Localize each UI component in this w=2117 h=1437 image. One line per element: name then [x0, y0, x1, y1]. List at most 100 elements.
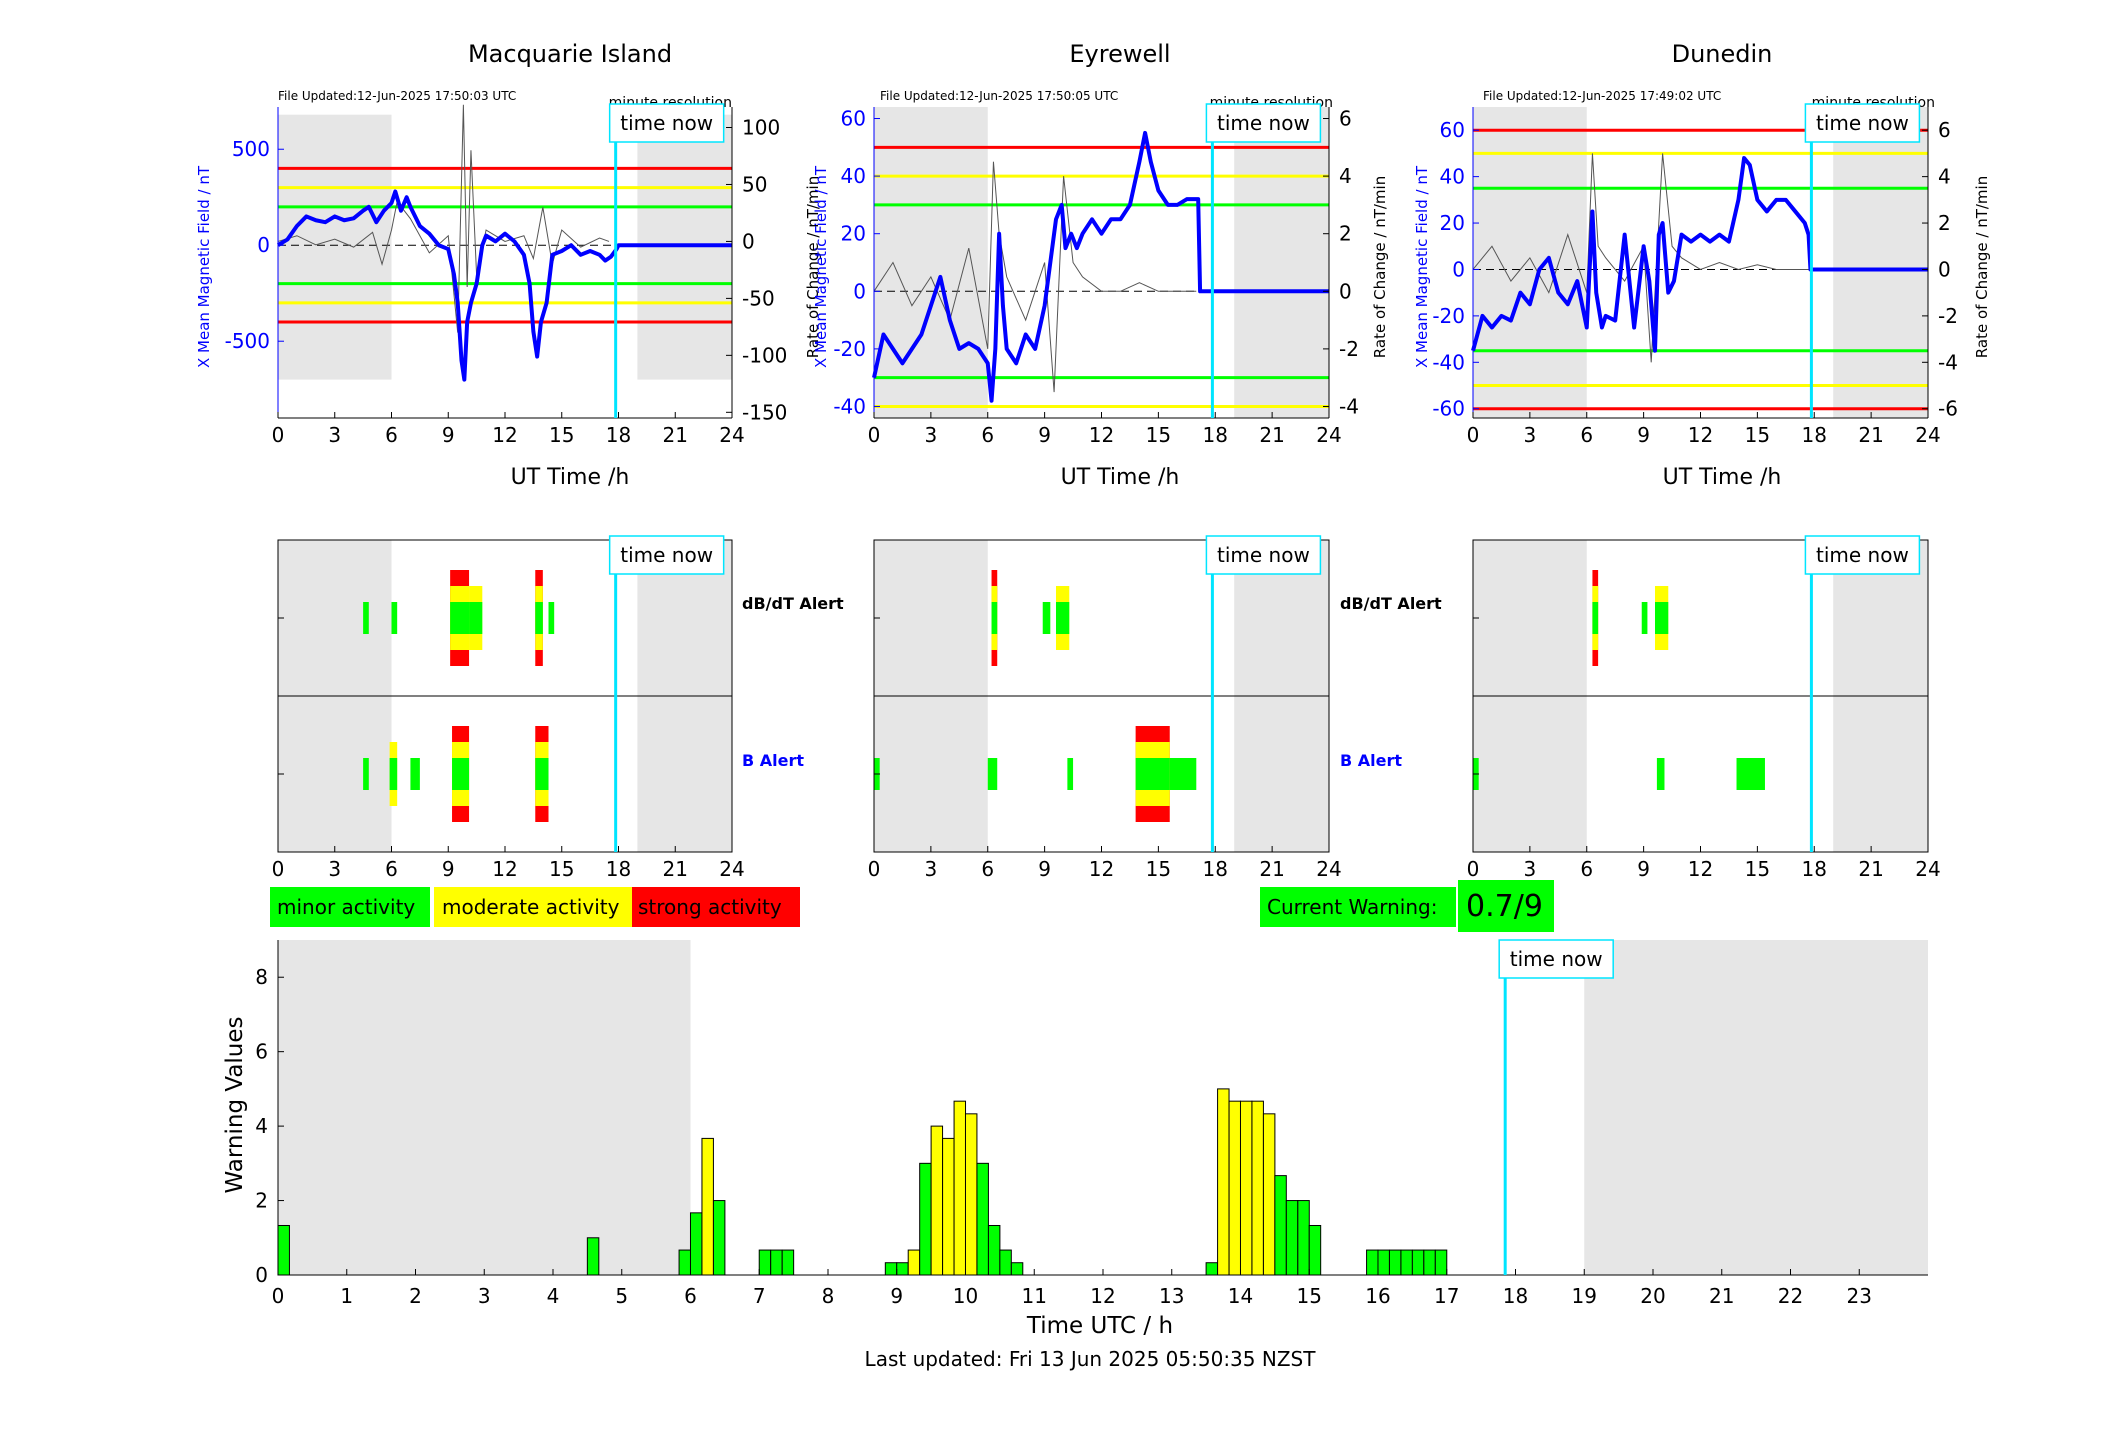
ylabel-right-macquarie: Rate of Change / nT/min [804, 176, 822, 358]
y-tick-label: 8 [255, 965, 268, 989]
warning-bar [689, 1212, 703, 1276]
y-right-tick-label: -2 [1938, 304, 1958, 328]
warning-bar [1366, 1249, 1379, 1276]
x-tick-label: 0 [272, 857, 285, 881]
y-right-tick-label: 4 [1938, 165, 1951, 189]
x-tick-label: 6 [981, 423, 994, 447]
y-right-tick-label: -100 [742, 343, 787, 367]
y-right-tick-label: -4 [1938, 350, 1958, 374]
alert-cell-level-1 [1169, 758, 1197, 790]
warning-bar [953, 1100, 967, 1276]
x-tick-label: 20 [1640, 1284, 1665, 1308]
alert-cell-level-1 [363, 602, 369, 634]
legend-swatch-minor [270, 887, 430, 927]
x-tick-label: 21 [1709, 1284, 1734, 1308]
alert-cell-level-1 [452, 758, 470, 790]
magnetic-field-line [872, 130, 1329, 403]
x-tick-label: 21 [663, 423, 688, 447]
y-tick-label: 20 [1440, 211, 1465, 235]
alert-row-label-dbdt-eyrewell: dB/dT Alert [1340, 594, 1442, 613]
alert-cell-level-1 [1641, 602, 1648, 634]
file-updated-macquarie: File Updated:12-Jun-2025 17:50:03 UTC [278, 89, 516, 103]
legend-swatch-strong [632, 887, 800, 927]
x-tick-label: 22 [1778, 1284, 1803, 1308]
warning-bar [277, 1224, 290, 1276]
alert-cell-level-1 [389, 758, 398, 790]
time-now-label: time now [620, 111, 713, 135]
x-tick-label: 8 [822, 1284, 835, 1308]
x-tick-label: 15 [1745, 857, 1770, 881]
file-updated-dunedin: File Updated:12-Jun-2025 17:49:02 UTC [1483, 89, 1721, 103]
x-tick-label: 18 [1802, 857, 1827, 881]
y-tick-label: 0 [255, 1263, 268, 1287]
x-tick-label: 9 [1038, 423, 1051, 447]
rate-of-change-line [873, 161, 1197, 393]
xlabel-macquarie: UT Time /h [511, 465, 630, 490]
chart-title-macquarie: Macquarie Island [468, 40, 672, 68]
x-tick-label: 21 [1858, 423, 1883, 447]
y-tick-label: 4 [255, 1114, 268, 1138]
time-now-label: time now [1217, 111, 1310, 135]
x-tick-label: 6 [1580, 857, 1593, 881]
warning-bar [678, 1249, 692, 1276]
x-tick-label: 0 [272, 423, 285, 447]
x-tick-label: 3 [1524, 857, 1537, 881]
x-tick-label: 16 [1365, 1284, 1390, 1308]
current-warning: Current Warning: 0.7/9 [1260, 880, 1554, 932]
ylabel-right-dunedin: Rate of Change / nT/min [1973, 176, 1991, 358]
x-tick-label: 4 [547, 1284, 560, 1308]
last-updated: Last updated: Fri 13 Jun 2025 05:50:35 N… [865, 1347, 1317, 1371]
rate-of-change-line [277, 104, 610, 333]
x-tick-label: 18 [606, 423, 631, 447]
x-tick-label: 15 [549, 423, 574, 447]
time-now-label: time now [1816, 543, 1909, 567]
night-shade [1584, 940, 1928, 1275]
warning-bar [1377, 1249, 1390, 1276]
y-right-tick-label: 100 [742, 116, 780, 140]
alert-row-label-b-macquarie: B Alert [742, 751, 804, 770]
y-right-tick-label: 6 [1339, 107, 1352, 131]
time-now-box [1498, 939, 1614, 979]
y-right-tick-label: -50 [742, 286, 775, 310]
x-tick-label: 9 [442, 423, 455, 447]
alert-cell-level-1 [1056, 602, 1070, 634]
alert-cell-level-1 [548, 602, 555, 634]
x-tick-label: 15 [549, 857, 574, 881]
xlabel-dunedin: UT Time /h [1663, 465, 1782, 490]
x-tick-label: 0 [868, 423, 881, 447]
warning-bar [781, 1249, 795, 1276]
night-shade [278, 114, 392, 380]
alert-cell-level-1 [1592, 602, 1599, 634]
x-tick-label: 18 [1802, 423, 1827, 447]
x-tick-label: 18 [1203, 423, 1228, 447]
alert-cell-level-1 [1655, 602, 1669, 634]
alert-cell-level-1 [450, 602, 470, 634]
x-tick-label: 6 [385, 857, 398, 881]
x-tick-label: 24 [719, 857, 744, 881]
x-tick-label: 9 [890, 1284, 903, 1308]
warning-bar [919, 1162, 932, 1276]
ylabel-macquarie: X Mean Magnetic Field / nT [195, 165, 213, 368]
alert-row-label-b-eyrewell: B Alert [1340, 751, 1402, 770]
x-tick-label: 12 [1089, 857, 1114, 881]
magnetic-field-line [1471, 156, 1928, 353]
y-tick-label: 60 [841, 107, 866, 131]
x-tick-label: 6 [981, 857, 994, 881]
warning-values-plot: 0 1 2 3 4 5 6 7 8 9 10 11 12 13 14 15 16 17 18 19 20 21 22 2302… [255, 939, 1928, 1308]
y-tick-label: 0 [1452, 257, 1465, 281]
file-updated-eyrewell: File Updated:12-Jun-2025 17:50:05 UTC [880, 89, 1118, 103]
warning-bar [884, 1262, 898, 1276]
x-tick-label: 13 [1159, 1284, 1184, 1308]
y-tick-label: 0 [853, 279, 866, 303]
x-tick-label: 0 [1467, 857, 1480, 881]
ylabel-eyrewell: X Mean Magnetic Field / nT [812, 165, 830, 368]
xlabel-eyrewell: UT Time /h [1061, 465, 1180, 490]
chart-title-eyrewell: Eyrewell [1069, 40, 1170, 68]
warning-bar [1262, 1113, 1276, 1276]
y-right-tick-label: 0 [742, 229, 755, 253]
warning-bar [907, 1249, 921, 1276]
warning-bar [896, 1262, 909, 1276]
y-tick-label: -40 [1432, 350, 1465, 374]
x-tick-label: 3 [925, 423, 938, 447]
